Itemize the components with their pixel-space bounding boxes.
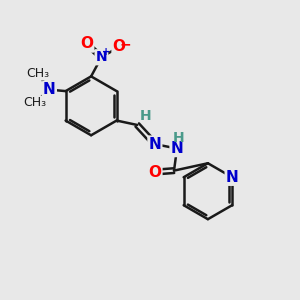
Text: N: N bbox=[96, 50, 107, 64]
Text: CH₃: CH₃ bbox=[26, 67, 49, 80]
Text: N: N bbox=[43, 82, 56, 97]
Text: N: N bbox=[171, 141, 183, 156]
Text: O: O bbox=[148, 165, 161, 180]
Text: H: H bbox=[140, 109, 151, 123]
Text: O: O bbox=[80, 37, 93, 52]
Text: N: N bbox=[226, 170, 238, 185]
Text: CH₃: CH₃ bbox=[23, 96, 46, 110]
Text: +: + bbox=[102, 47, 110, 57]
Text: O: O bbox=[112, 39, 126, 54]
Text: N: N bbox=[148, 136, 161, 152]
Text: H: H bbox=[172, 131, 184, 145]
Text: −: − bbox=[120, 37, 131, 51]
